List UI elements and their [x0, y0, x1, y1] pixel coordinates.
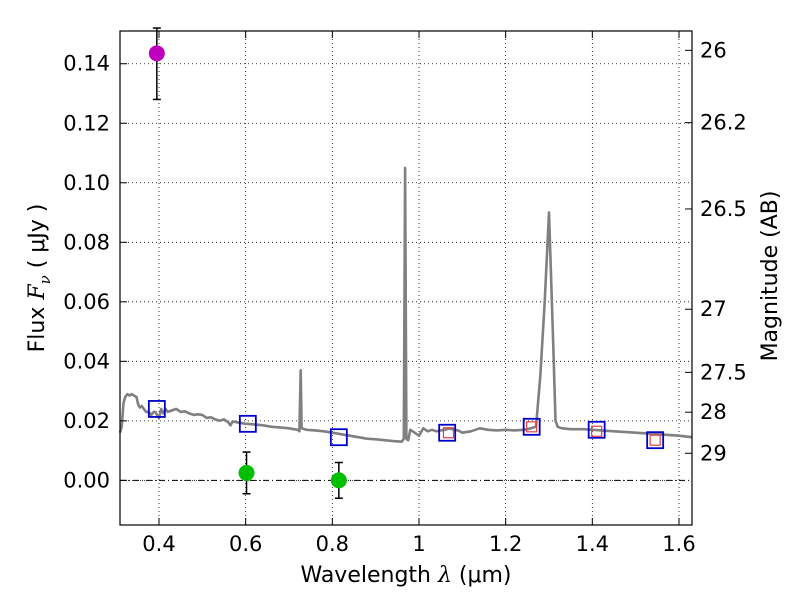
series	[118, 27, 693, 499]
x-tick-label: 0.4	[142, 532, 175, 556]
y-tick-label: 0.06	[63, 290, 110, 314]
model-photometry-square	[329, 428, 348, 447]
grid	[120, 31, 692, 525]
y-tick-label: 0.00	[63, 468, 110, 492]
y-tick-label: 0.08	[63, 230, 110, 254]
x-tick-label: 1	[412, 532, 425, 556]
x-tick-label: 0.6	[229, 532, 262, 556]
x-tick-label: 0.8	[316, 532, 349, 556]
model-photometry-square	[147, 400, 166, 418]
right-axis-label: Magnitude (AB)	[758, 191, 783, 362]
model-photometry-square	[522, 417, 541, 436]
data-point	[238, 464, 255, 481]
red-marker-square	[649, 434, 661, 446]
x-axis-label: Wavelength λ (μm)	[300, 563, 511, 588]
x-tick-label: 1.6	[662, 532, 695, 556]
y-axis-label: Flux Fν ( μJy )	[25, 204, 54, 353]
red-marker-square	[591, 425, 603, 437]
model-photometry-square	[587, 420, 606, 439]
data-point	[330, 472, 347, 489]
data-point	[148, 45, 165, 62]
model-photometry-square	[646, 431, 665, 450]
sed-line	[118, 166, 693, 443]
x-tick-label: 1.4	[576, 532, 609, 556]
model-photometry-square	[438, 423, 457, 442]
model-photometry-square	[238, 414, 257, 433]
mag-tick-label: 26.2	[700, 111, 747, 135]
mag-tick-label: 27	[700, 297, 727, 321]
mag-tick-label: 27.5	[700, 360, 747, 384]
y-tick-label: 0.12	[63, 111, 110, 135]
mag-tick-label: 26.5	[700, 197, 747, 221]
y-tick-label: 0.10	[63, 171, 110, 195]
red-marker-square	[526, 421, 538, 433]
axis-ticks: 0.4 0.6 0.8 1 1.2 1.4 1.6 0.00 0.02 0.04 0.06 0.08 0…	[63, 31, 747, 556]
mag-tick-label: 28	[700, 400, 727, 424]
mag-tick-label: 26	[700, 38, 727, 62]
red-marker-square	[442, 427, 455, 439]
y-tick-label: 0.02	[63, 409, 110, 433]
mag-tick-label: 29	[700, 441, 727, 465]
plot-frame	[119, 30, 693, 526]
x-tick-label: 1.2	[489, 532, 522, 556]
y-tick-label: 0.04	[63, 349, 110, 373]
y-tick-label: 0.14	[63, 52, 110, 76]
